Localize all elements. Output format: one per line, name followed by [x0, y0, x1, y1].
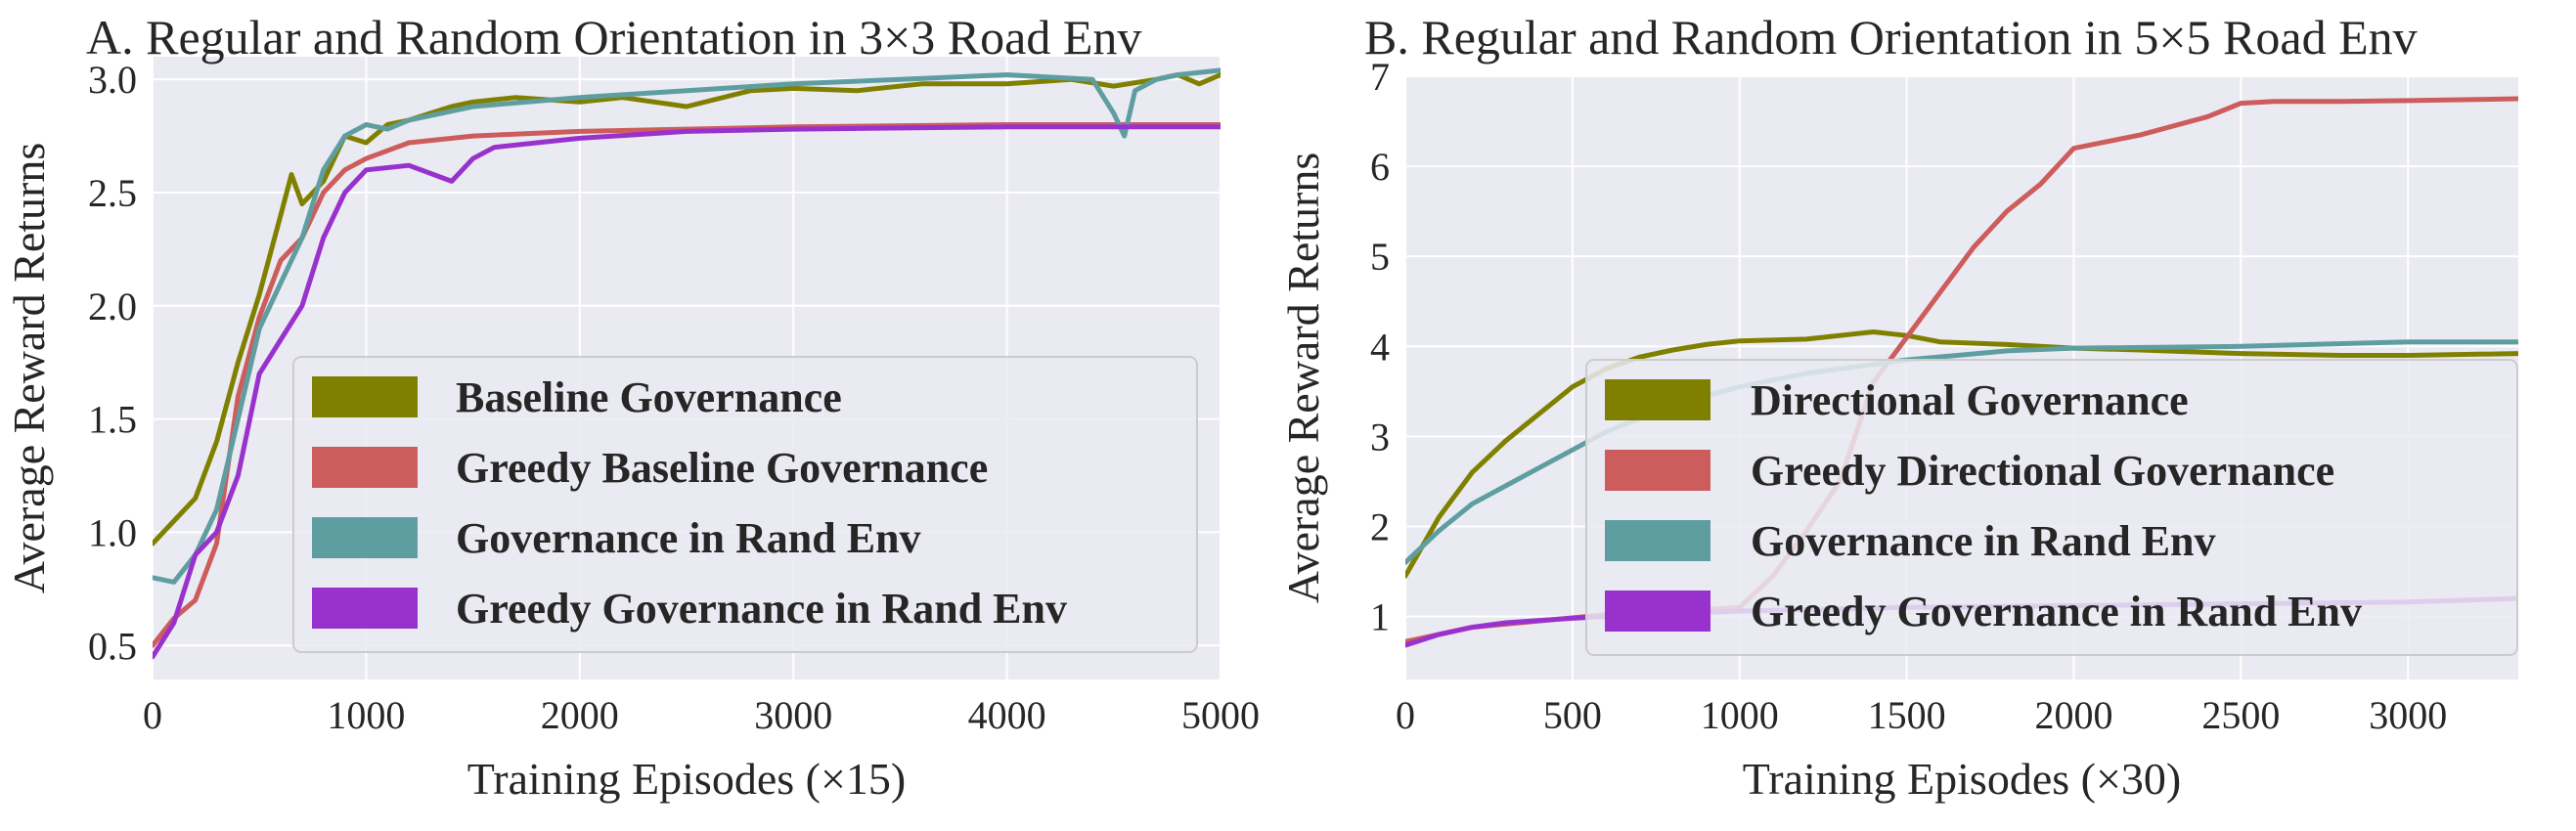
- legend-label: Greedy Governance in Rand Env: [456, 585, 1067, 633]
- legend-swatch: [1605, 379, 1710, 420]
- x-tick-label: 2500: [2201, 693, 2280, 737]
- x-tick-label: 3000: [754, 693, 832, 737]
- legend-swatch: [1605, 520, 1710, 561]
- x-tick-label: 500: [1543, 693, 1602, 737]
- y-tick-label: 1: [1370, 595, 1390, 639]
- series-line-1: [1405, 329, 2518, 579]
- y-tick-label: 1.0: [88, 510, 137, 554]
- x-tick-label: 1000: [1701, 693, 1779, 737]
- x-tick-label: 2000: [541, 693, 619, 737]
- x-tick-label: 0: [1396, 693, 1415, 737]
- y-axis-label: Average Reward Returns: [4, 143, 54, 594]
- x-tick-label: 3000: [2369, 693, 2447, 737]
- y-tick-label: 2.5: [88, 171, 137, 215]
- y-tick-label: 2: [1370, 504, 1390, 548]
- legend-swatch: [312, 588, 418, 629]
- legend-label: Governance in Rand Env: [1751, 517, 2216, 565]
- legend-swatch: [312, 376, 418, 417]
- x-tick-label: 5000: [1181, 693, 1260, 737]
- chart-title: A. Regular and Random Orientation in 3×3…: [86, 10, 1141, 65]
- x-axis-label: Training Episodes (×30): [1743, 754, 2181, 804]
- y-axis-label: Average Reward Returns: [1278, 153, 1328, 604]
- y-tick-label: 3.0: [88, 58, 137, 102]
- x-tick-label: 4000: [968, 693, 1046, 737]
- legend: Directional Governance Greedy Directional…: [1585, 359, 2518, 656]
- legend-swatch: [312, 447, 418, 488]
- legend-label: Governance in Rand Env: [456, 514, 921, 562]
- x-tick-label: 1000: [327, 693, 405, 737]
- series-line-4: [153, 124, 1221, 660]
- y-tick-label: 6: [1370, 145, 1390, 189]
- legend-label: Greedy Governance in Rand Env: [1751, 588, 2362, 635]
- legend-swatch: [1605, 450, 1710, 491]
- x-tick-label: 2000: [2034, 693, 2112, 737]
- y-tick-label: 4: [1370, 325, 1390, 369]
- y-tick-label: 0.5: [88, 624, 137, 668]
- x-tick-label: 0: [143, 693, 162, 737]
- legend: Baseline Governance Greedy Baseline Gover…: [292, 356, 1198, 653]
- legend-box: [1585, 359, 2518, 656]
- legend-label: Greedy Directional Governance: [1751, 447, 2334, 495]
- x-tick-label: 1500: [1868, 693, 1946, 737]
- y-tick-label: 3: [1370, 415, 1390, 459]
- series-group: [153, 67, 1221, 660]
- y-tick-label: 1.5: [88, 398, 137, 442]
- legend-box: [292, 356, 1198, 653]
- chart-a: 0 1000 2000 3000 4000 50000.51.01.52.02.53.0A…: [4, 10, 1260, 804]
- chart-title: B. Regular and Random Orientation in 5×5…: [1364, 10, 2418, 65]
- legend-swatch: [1605, 590, 1710, 632]
- series-line-1: [153, 72, 1221, 547]
- x-axis-label: Training Episodes (×15): [467, 754, 906, 804]
- chart-b: 0 500 1000 1500 2000 2500 3000 1 2 3 4 5 6 7B. Regula…: [1278, 10, 2518, 804]
- y-tick-label: 2.0: [88, 284, 137, 328]
- legend-label: Directional Governance: [1751, 376, 2189, 424]
- legend-label: Baseline Governance: [456, 373, 842, 421]
- y-tick-label: 5: [1370, 235, 1390, 279]
- y-tick-label: 7: [1370, 55, 1390, 99]
- legend-swatch: [312, 517, 418, 558]
- legend-label: Greedy Baseline Governance: [456, 444, 988, 492]
- series-line-3: [153, 67, 1221, 585]
